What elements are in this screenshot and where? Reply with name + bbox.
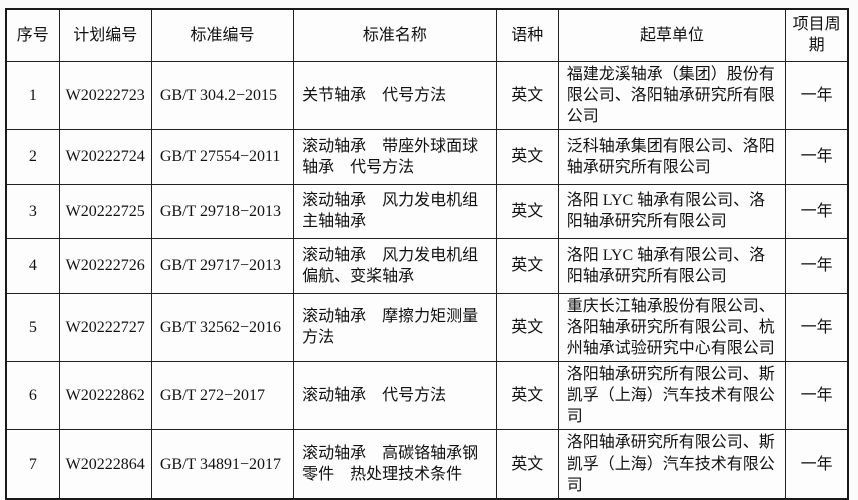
cell-project-cycle: 一年 <box>785 237 849 294</box>
cell-drafting-org: 洛阳 LYC 轴承有限公司、洛阳轴承研究所有限公司 <box>557 183 787 239</box>
cell-standard-name: 滚动轴承 代号方法 <box>293 361 497 431</box>
table-row: 7 W20222864 GB/T 34891−2017 滚动轴承 高碳铬轴承钢零… <box>5 429 849 500</box>
cell-seq: 1 <box>5 60 60 130</box>
cell-project-cycle: 一年 <box>785 429 849 500</box>
table-row: 6 W20222862 GB/T 272−2017 滚动轴承 代号方法 英文 洛… <box>5 361 849 431</box>
cell-standard-name: 滚动轴承 风力发电机组偏航、变桨轴承 <box>293 237 497 294</box>
cell-project-cycle: 一年 <box>785 361 849 431</box>
cell-drafting-org: 福建龙溪轴承（集团）股份有限公司、洛阳轴承研究所有限公司 <box>557 60 787 130</box>
table-row: 1 W20222723 GB/T 304.2−2015 关节轴承 代号方法 英文… <box>5 60 849 130</box>
header-language: 语种 <box>495 8 559 62</box>
cell-standard-number: GB/T 272−2017 <box>150 361 295 431</box>
header-standard-number: 标准编号 <box>150 8 295 62</box>
cell-standard-name: 滚动轴承 摩擦力矩测量方法 <box>293 292 497 363</box>
cell-drafting-org: 洛阳轴承研究所有限公司、斯凯孚（上海）汽车技术有限公司 <box>557 361 787 431</box>
cell-plan-number: W20222725 <box>58 183 152 239</box>
cell-drafting-org: 泛科轴承集团有限公司、洛阳轴承研究所有限公司 <box>557 128 787 185</box>
cell-project-cycle: 一年 <box>785 183 849 239</box>
header-plan-number: 计划编号 <box>58 8 152 62</box>
cell-plan-number: W20222727 <box>58 292 152 363</box>
cell-standard-number: GB/T 32562−2016 <box>150 292 295 363</box>
cell-plan-number: W20222862 <box>58 361 152 431</box>
header-seq: 序号 <box>5 8 60 62</box>
cell-project-cycle: 一年 <box>785 60 849 130</box>
table-row: 2 W20222724 GB/T 27554−2011 滚动轴承 带座外球面球轴… <box>5 128 849 185</box>
cell-standard-name: 关节轴承 代号方法 <box>293 60 497 130</box>
cell-plan-number: W20222723 <box>58 60 152 130</box>
cell-standard-number: GB/T 27554−2011 <box>150 128 295 185</box>
table-row: 4 W20222726 GB/T 29717−2013 滚动轴承 风力发电机组偏… <box>5 237 849 294</box>
cell-project-cycle: 一年 <box>785 128 849 185</box>
cell-drafting-org: 洛阳轴承研究所有限公司、斯凯孚（上海）汽车技术有限公司 <box>557 429 787 500</box>
cell-drafting-org: 重庆长江轴承股份有限公司、洛阳轴承研究所有限公司、杭州轴承试验研究中心有限公司 <box>557 292 787 363</box>
cell-standard-name: 滚动轴承 带座外球面球轴承 代号方法 <box>293 128 497 185</box>
cell-plan-number: W20222864 <box>58 429 152 500</box>
cell-seq: 5 <box>5 292 60 363</box>
cell-standard-number: GB/T 29718−2013 <box>150 183 295 239</box>
table-header-row: 序号 计划编号 标准编号 标准名称 语种 起草单位 项目周期 <box>5 8 849 62</box>
cell-language: 英文 <box>495 183 559 239</box>
header-project-cycle: 项目周期 <box>785 8 849 62</box>
cell-language: 英文 <box>495 128 559 185</box>
cell-seq: 2 <box>5 128 60 185</box>
cell-seq: 4 <box>5 237 60 294</box>
cell-language: 英文 <box>495 237 559 294</box>
header-standard-name: 标准名称 <box>293 8 497 62</box>
cell-seq: 6 <box>5 361 60 431</box>
cell-plan-number: W20222724 <box>58 128 152 185</box>
cell-standard-number: GB/T 304.2−2015 <box>150 60 295 130</box>
header-drafting-org: 起草单位 <box>557 8 787 62</box>
table-row: 3 W20222725 GB/T 29718−2013 滚动轴承 风力发电机组主… <box>5 183 849 239</box>
cell-standard-name: 滚动轴承 风力发电机组主轴轴承 <box>293 183 497 239</box>
cell-drafting-org: 洛阳 LYC 轴承有限公司、洛阳轴承研究所有限公司 <box>557 237 787 294</box>
cell-project-cycle: 一年 <box>785 292 849 363</box>
cell-seq: 7 <box>5 429 60 500</box>
cell-language: 英文 <box>495 60 559 130</box>
table-row: 5 W20222727 GB/T 32562−2016 滚动轴承 摩擦力矩测量方… <box>5 292 849 363</box>
cell-plan-number: W20222726 <box>58 237 152 294</box>
cell-language: 英文 <box>495 292 559 363</box>
standards-plan-table: 序号 计划编号 标准编号 标准名称 语种 起草单位 项目周期 1 W202227… <box>5 8 849 500</box>
cell-language: 英文 <box>495 429 559 500</box>
cell-standard-name: 滚动轴承 高碳铬轴承钢零件 热处理技术条件 <box>293 429 497 500</box>
cell-language: 英文 <box>495 361 559 431</box>
cell-standard-number: GB/T 29717−2013 <box>150 237 295 294</box>
cell-seq: 3 <box>5 183 60 239</box>
cell-standard-number: GB/T 34891−2017 <box>150 429 295 500</box>
